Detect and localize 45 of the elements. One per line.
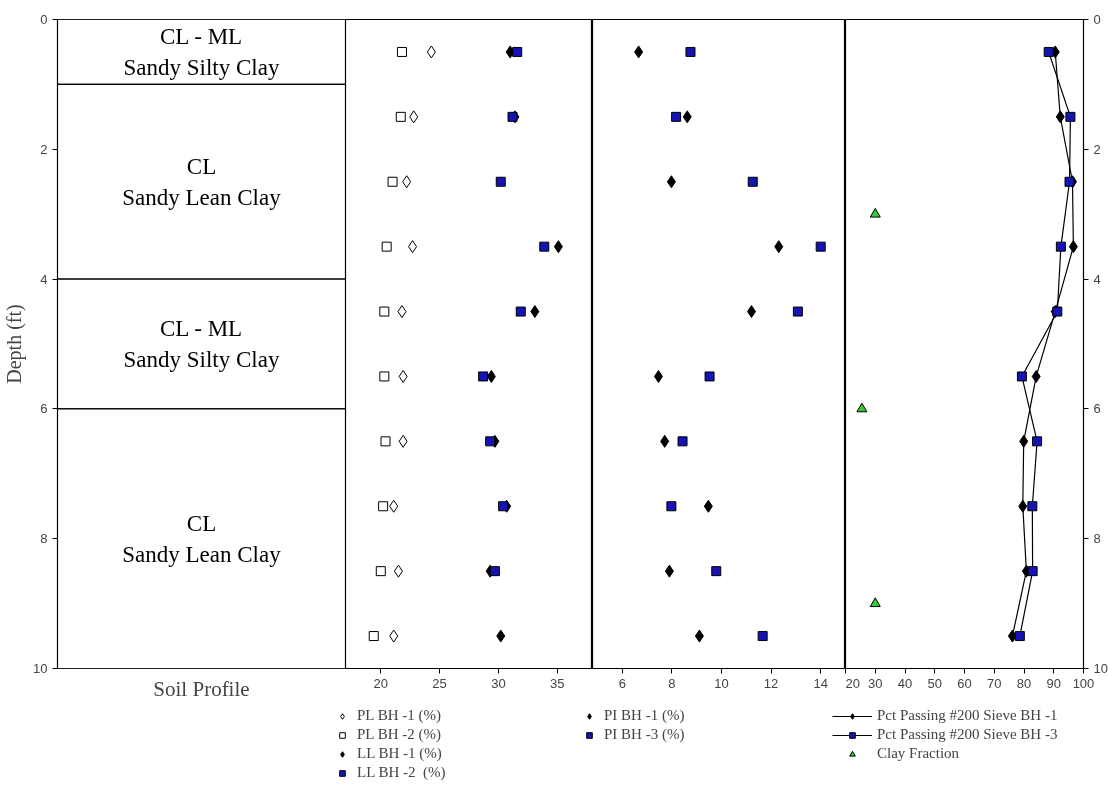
x-tick-label: 14 [813,675,828,691]
x-tick-label: 35 [549,675,565,691]
x-tick-label: 40 [897,675,913,691]
x-tick-label: 6 [618,675,626,691]
y-tick-label: 10 [1093,661,1108,676]
x-tick-label: 30 [868,675,883,691]
x-tick-label: 20 [373,675,389,691]
legend-label: PL BH -2 (%) [357,726,442,743]
y-tick-label: 8 [40,531,48,547]
x-tick-label: 25 [432,675,447,691]
x-tick-label: 50 [927,675,942,691]
legend-label: PI BH -1 (%) [604,707,685,724]
x-tick-label: 20 [845,675,860,691]
x-tick-label: Soil Profile [153,676,250,701]
legend-label: LL BH -1 (%) [357,745,442,762]
y-tick-label: 2 [40,141,48,157]
x-tick-label: 12 [763,675,779,691]
legend-label: PI BH -3 (%) [604,726,685,743]
y-axis-title: Depth (ft) [3,304,27,384]
x-tick-label: 60 [957,675,972,691]
legend-label: LL BH -2 (%) [357,764,446,781]
y-tick-label: 8 [1093,531,1101,547]
y-tick-label: 4 [40,271,48,287]
y-tick-label: 10 [33,661,48,676]
x-tick-label: 90 [1046,675,1061,691]
legend-label: PL BH -1 (%) [357,707,442,724]
x-tick-label: 80 [1016,675,1032,691]
series-label: CL - ML Sandy Silty Clay [123,315,280,373]
y-tick-label: 6 [1093,401,1101,417]
legend-label: Pct Passing #200 Sieve BH -3 [877,726,1058,743]
legend-label: Clay Fraction [877,745,960,762]
x-tick-label: 100 [1072,675,1095,691]
x-tick-label: 70 [987,675,1002,691]
y-tick-label: 6 [40,401,48,417]
legend-label: Pct Passing #200 Sieve BH -1 [877,707,1058,724]
y-tick-label: 4 [1093,271,1101,287]
series-label: CL Sandy Lean Clay [122,510,282,567]
x-tick-label: 8 [668,675,676,691]
x-tick-label: 10 [714,675,729,691]
y-tick-label: 0 [1093,12,1101,27]
x-tick-label: 30 [491,675,506,691]
series-label: CL - ML Sandy Silty Clay [123,23,280,81]
y-tick-label: 2 [1093,141,1101,157]
y-tick-label: 0 [40,12,48,27]
series-label: CL Sandy Lean Clay [122,153,282,210]
